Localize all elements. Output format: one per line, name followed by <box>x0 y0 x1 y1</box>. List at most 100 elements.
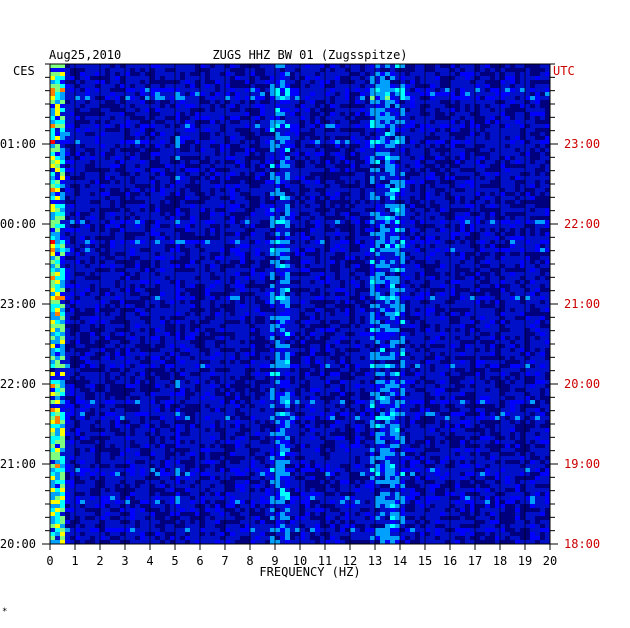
heatmap-cell <box>105 240 110 244</box>
heatmap-cell <box>245 132 250 136</box>
heatmap-cell <box>415 420 420 424</box>
heatmap-cell <box>110 152 115 156</box>
heatmap-cell <box>390 212 395 216</box>
heatmap-cell <box>130 200 135 204</box>
heatmap-cell <box>210 252 215 256</box>
heatmap-cell <box>285 232 290 236</box>
heatmap-cell <box>450 236 455 240</box>
heatmap-cell <box>85 380 90 384</box>
heatmap-cell <box>105 68 110 72</box>
heatmap-cell <box>535 152 540 156</box>
heatmap-cell <box>185 260 190 264</box>
heatmap-cell <box>450 196 455 200</box>
heatmap-cell <box>490 300 495 304</box>
heatmap-cell <box>210 192 215 196</box>
heatmap-cell <box>95 268 100 272</box>
heatmap-cell <box>255 248 260 252</box>
heatmap-cell <box>55 200 60 204</box>
heatmap-cell <box>80 412 85 416</box>
heatmap-cell <box>430 128 435 132</box>
heatmap-cell <box>60 68 65 72</box>
heatmap-cell <box>460 268 465 272</box>
heatmap-cell <box>350 308 355 312</box>
heatmap-cell <box>245 372 250 376</box>
heatmap-cell <box>125 136 130 140</box>
heatmap-cell <box>340 304 345 308</box>
heatmap-cell <box>450 76 455 80</box>
heatmap-cell <box>220 304 225 308</box>
heatmap-cell <box>395 400 400 404</box>
heatmap-cell <box>410 420 415 424</box>
heatmap-cell <box>500 228 505 232</box>
heatmap-cell <box>365 140 370 144</box>
heatmap-cell <box>365 436 370 440</box>
heatmap-cell <box>240 204 245 208</box>
heatmap-cell <box>455 264 460 268</box>
heatmap-cell <box>450 288 455 292</box>
heatmap-cell <box>315 148 320 152</box>
heatmap-cell <box>240 132 245 136</box>
heatmap-cell <box>265 284 270 288</box>
heatmap-cell <box>55 252 60 256</box>
heatmap-cell <box>370 228 375 232</box>
heatmap-cell <box>505 112 510 116</box>
heatmap-cell <box>215 332 220 336</box>
heatmap-cell <box>55 328 60 332</box>
heatmap-cell <box>465 356 470 360</box>
heatmap-cell <box>125 360 130 364</box>
heatmap-cell <box>60 280 65 284</box>
heatmap-cell <box>490 108 495 112</box>
heatmap-cell <box>245 276 250 280</box>
heatmap-cell <box>295 356 300 360</box>
heatmap-cell <box>195 424 200 428</box>
heatmap-cell <box>205 84 210 88</box>
heatmap-cell <box>220 436 225 440</box>
heatmap-cell <box>195 344 200 348</box>
heatmap-cell <box>315 112 320 116</box>
heatmap-cell <box>345 312 350 316</box>
heatmap-cell <box>60 192 65 196</box>
heatmap-cell <box>190 412 195 416</box>
heatmap-cell <box>240 244 245 248</box>
heatmap-cell <box>70 404 75 408</box>
heatmap-cell <box>135 72 140 76</box>
heatmap-cell <box>300 76 305 80</box>
heatmap-cell <box>300 248 305 252</box>
heatmap-cell <box>105 124 110 128</box>
heatmap-cell <box>505 248 510 252</box>
heatmap-cell <box>195 292 200 296</box>
heatmap-cell <box>265 160 270 164</box>
heatmap-cell <box>455 320 460 324</box>
heatmap-cell <box>540 228 545 232</box>
heatmap-cell <box>500 92 505 96</box>
heatmap-cell <box>495 432 500 436</box>
heatmap-cell <box>515 220 520 224</box>
heatmap-cell <box>455 176 460 180</box>
heatmap-cell <box>350 304 355 308</box>
heatmap-cell <box>90 276 95 280</box>
heatmap-cell <box>425 292 430 296</box>
heatmap-cell <box>230 148 235 152</box>
heatmap-cell <box>485 388 490 392</box>
heatmap-cell <box>540 300 545 304</box>
heatmap-cell <box>165 208 170 212</box>
heatmap-cell <box>220 340 225 344</box>
heatmap-cell <box>150 92 155 96</box>
heatmap-cell <box>50 260 55 264</box>
heatmap-cell <box>450 388 455 392</box>
heatmap-cell <box>75 364 80 368</box>
heatmap-cell <box>295 392 300 396</box>
heatmap-cell <box>235 80 240 84</box>
heatmap-cell <box>255 84 260 88</box>
heatmap-cell <box>390 432 395 436</box>
heatmap-cell <box>465 404 470 408</box>
heatmap-cell <box>455 328 460 332</box>
heatmap-cell <box>390 392 395 396</box>
heatmap-cell <box>515 376 520 380</box>
heatmap-cell <box>430 340 435 344</box>
heatmap-cell <box>70 184 75 188</box>
heatmap-cell <box>130 112 135 116</box>
heatmap-cell <box>120 240 125 244</box>
heatmap-cell <box>490 84 495 88</box>
heatmap-cell <box>150 136 155 140</box>
